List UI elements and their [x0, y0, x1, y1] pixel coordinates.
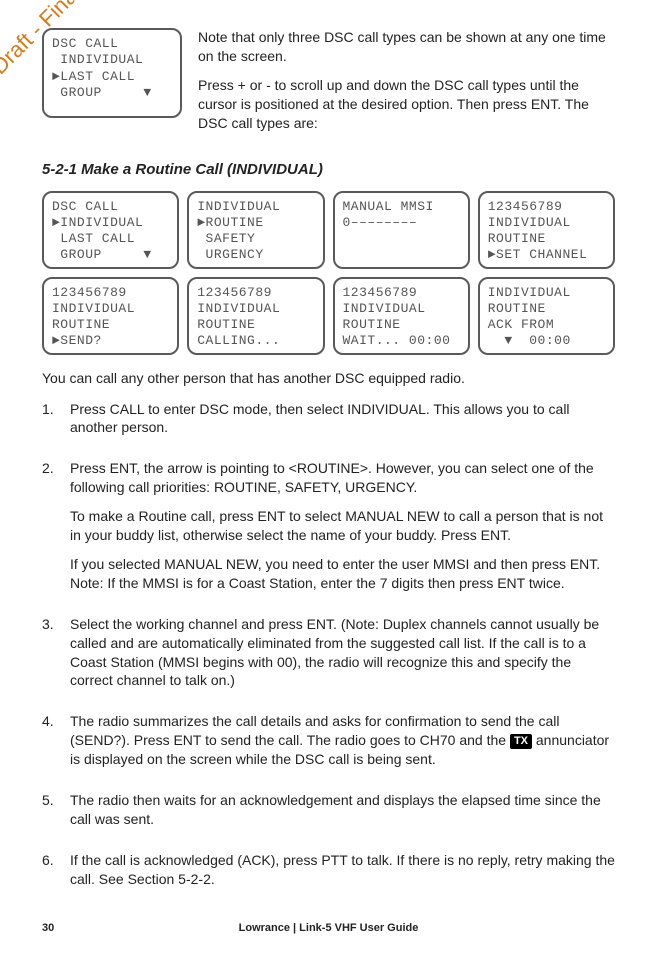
step-item: 4. The radio summarizes the call details…: [42, 712, 615, 779]
step-para: To make a Routine call, press ENT to sel…: [70, 507, 615, 545]
steps-list: 1. Press CALL to enter DSC mode, then se…: [42, 400, 615, 899]
lcd-cell: DSC CALL ►INDIVIDUAL LAST CALL GROUP ▼: [42, 191, 179, 269]
intro-para-2: Press + or - to scroll up and down the D…: [198, 76, 615, 133]
lcd-cell: 123456789 INDIVIDUAL ROUTINE WAIT... 00:…: [333, 277, 470, 355]
step-para: If the call is acknowledged (ACK), press…: [70, 851, 615, 889]
step-para: If you selected MANUAL NEW, you need to …: [70, 555, 615, 593]
step-item: 2. Press ENT, the arrow is pointing to <…: [42, 459, 615, 602]
step-number: 3.: [42, 615, 70, 701]
intro-text: Note that only three DSC call types can …: [198, 28, 615, 142]
tx-badge: TX: [510, 734, 532, 748]
footer-title: Lowrance | Link-5 VHF User Guide: [0, 921, 657, 936]
body-intro: You can call any other person that has a…: [42, 369, 615, 388]
step-para: Press ENT, the arrow is pointing to <ROU…: [70, 459, 615, 497]
lcd-cell: 123456789 INDIVIDUAL ROUTINE ►SEND?: [42, 277, 179, 355]
step-number: 1.: [42, 400, 70, 448]
page-footer: 30 Lowrance | Link-5 VHF User Guide: [0, 921, 657, 936]
step-para: Select the working channel and press ENT…: [70, 615, 615, 691]
section-heading: 5-2-1 Make a Routine Call (INDIVIDUAL): [42, 160, 615, 180]
page-number: 30: [42, 921, 54, 936]
top-row: DSC CALL INDIVIDUAL ►LAST CALL GROUP ▼ N…: [42, 28, 615, 142]
lcd-cell: 123456789 INDIVIDUAL ROUTINE CALLING...: [187, 277, 324, 355]
lcd-cell: INDIVIDUAL ►ROUTINE SAFETY URGENCY: [187, 191, 324, 269]
step-number: 5.: [42, 791, 70, 839]
lcd-cell: MANUAL MMSI 0––––––––: [333, 191, 470, 269]
step-item: 1. Press CALL to enter DSC mode, then se…: [42, 400, 615, 448]
step-number: 2.: [42, 459, 70, 602]
lcd-cell: INDIVIDUAL ROUTINE ACK FROM ▼ 00:00: [478, 277, 615, 355]
lcd-top: DSC CALL INDIVIDUAL ►LAST CALL GROUP ▼: [42, 28, 182, 118]
step-para: Press CALL to enter DSC mode, then selec…: [70, 400, 615, 438]
intro-para-1: Note that only three DSC call types can …: [198, 28, 615, 66]
step4-pre: The radio summarizes the call details an…: [70, 713, 559, 748]
step-para: The radio summarizes the call details an…: [70, 712, 615, 769]
step-item: 5. The radio then waits for an acknowled…: [42, 791, 615, 839]
step-item: 6. If the call is acknowledged (ACK), pr…: [42, 851, 615, 899]
lcd-grid: DSC CALL ►INDIVIDUAL LAST CALL GROUP ▼ I…: [42, 191, 615, 355]
step-number: 6.: [42, 851, 70, 899]
step-number: 4.: [42, 712, 70, 779]
step-item: 3. Select the working channel and press …: [42, 615, 615, 701]
step-para: The radio then waits for an acknowledgem…: [70, 791, 615, 829]
lcd-cell: 123456789 INDIVIDUAL ROUTINE ►SET CHANNE…: [478, 191, 615, 269]
